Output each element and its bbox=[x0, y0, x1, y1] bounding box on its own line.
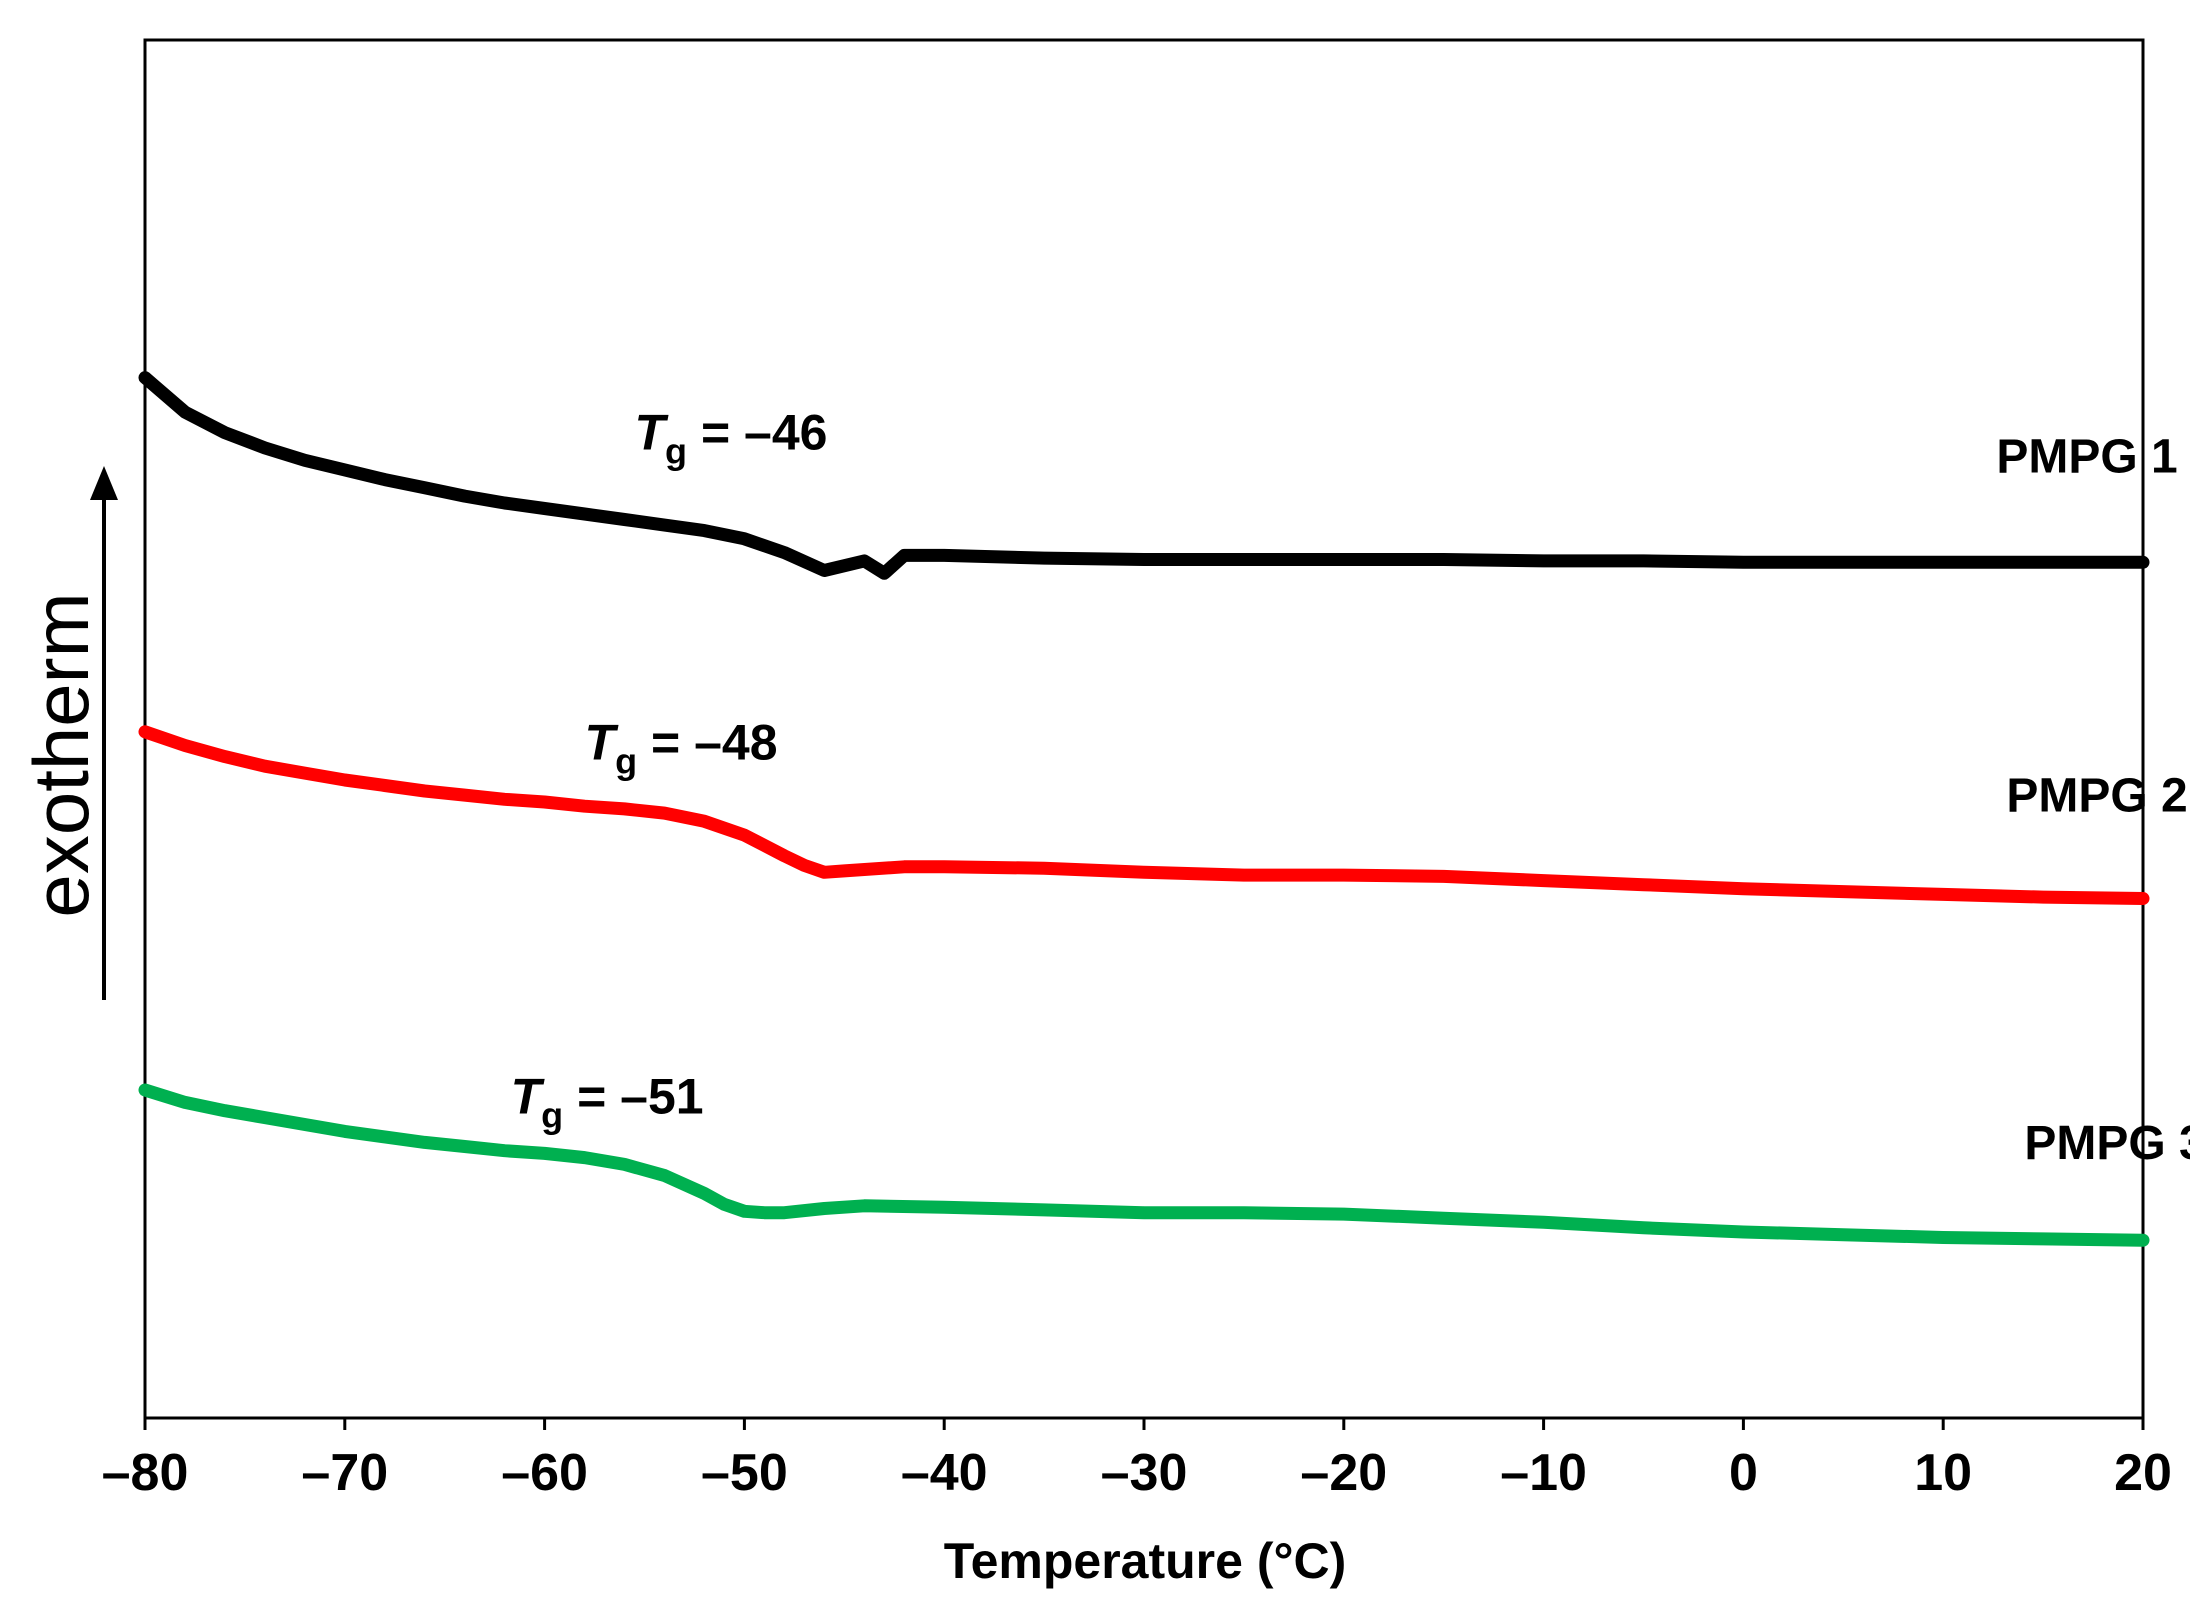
x-tick-label: –50 bbox=[701, 1444, 788, 1502]
series-line-pmpg-1 bbox=[138, 371, 2150, 580]
series-line-pmpg-3 bbox=[138, 1083, 2150, 1247]
x-tick-label: –80 bbox=[102, 1444, 189, 1502]
tg-label-pmpg-3: Tg = –51 bbox=[511, 1068, 704, 1135]
x-tick-label: –40 bbox=[901, 1444, 988, 1502]
series-label-pmpg-3: PMPG 3 bbox=[2024, 1117, 2190, 1170]
exotherm-indicator: exotherm bbox=[17, 466, 118, 1000]
x-tick-label: –70 bbox=[301, 1444, 388, 1502]
x-tick-label: –10 bbox=[1500, 1444, 1587, 1502]
x-tick-label: 10 bbox=[1914, 1444, 1972, 1502]
series-label-pmpg-1: PMPG 1 bbox=[1996, 431, 2177, 484]
y-axis-title: exotherm bbox=[17, 592, 105, 917]
x-tick-label: 0 bbox=[1729, 1444, 1758, 1502]
tg-label-pmpg-2: Tg = –48 bbox=[585, 714, 778, 781]
x-tick-group: –80 –70 –60 –50 –40 –30 –20 –10 0 10 20 bbox=[102, 1418, 2172, 1502]
series-group bbox=[138, 371, 2150, 1247]
x-tick-label: –60 bbox=[501, 1444, 588, 1502]
x-tick-label: –20 bbox=[1300, 1444, 1387, 1502]
x-axis-title: Temperature (°C) bbox=[944, 1533, 1346, 1589]
tg-label-pmpg-1: Tg = –46 bbox=[635, 404, 828, 471]
series-line-pmpg-2 bbox=[138, 725, 2150, 905]
exotherm-arrow-icon bbox=[90, 466, 118, 500]
x-tick-label: –30 bbox=[1101, 1444, 1188, 1502]
annotation-group: Tg = –46 PMPG 1 Tg = –48 PMPG 2 Tg = –51 PMPG… bbox=[511, 404, 2190, 1170]
x-tick-label: 20 bbox=[2114, 1444, 2172, 1502]
series-label-pmpg-2: PMPG 2 bbox=[2006, 770, 2187, 823]
